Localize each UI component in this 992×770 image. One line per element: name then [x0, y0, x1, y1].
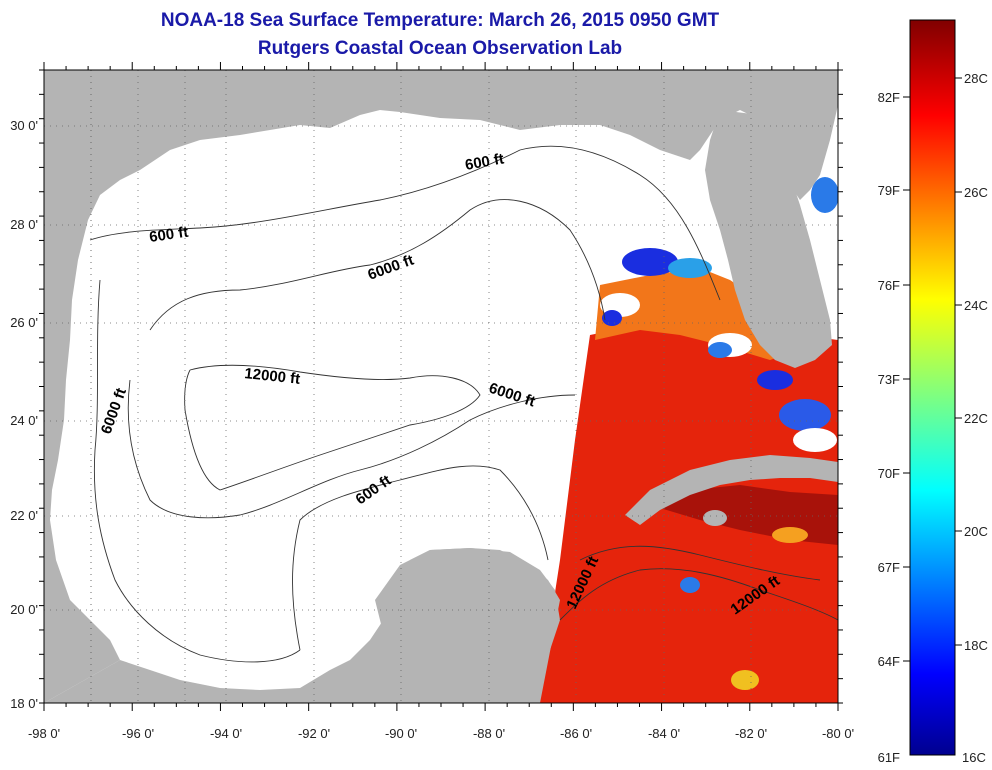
- latitude-labels: 18 0' 20 0' 22 0' 24 0' 26 0' 28 0' 30 0…: [10, 118, 38, 711]
- lon-tick-label: -86 0': [560, 726, 592, 741]
- lon-tick-label: -82 0': [735, 726, 767, 741]
- map-title: NOAA-18 Sea Surface Temperature: March 2…: [160, 10, 720, 31]
- graticule: [44, 70, 838, 703]
- lat-tick-label: 18 0': [10, 696, 38, 711]
- longitude-labels: -98 0' -96 0' -94 0' -92 0' -90 0' -88 0…: [28, 726, 854, 741]
- lon-tick-label: -80 0': [822, 726, 854, 741]
- lon-tick-label: -90 0': [385, 726, 417, 741]
- lat-tick-label: 28 0': [10, 217, 38, 232]
- lon-tick-label: -88 0': [473, 726, 505, 741]
- lat-tick-label: 24 0': [10, 413, 38, 428]
- frame-ticks: [39, 62, 843, 711]
- bathymetry-contours: [89, 145, 838, 663]
- lon-tick-label: -96 0': [122, 726, 154, 741]
- map-subtitle: Rutgers Coastal Ocean Observation Lab: [257, 38, 623, 59]
- contour-label: 12000 ft: [244, 365, 301, 388]
- lat-tick-label: 20 0': [10, 602, 38, 617]
- lon-tick-label: -92 0': [298, 726, 330, 741]
- contour-label: 600 ft: [148, 224, 189, 246]
- lon-tick-label: -98 0': [28, 726, 60, 741]
- sst-orange-band: [595, 268, 800, 360]
- lat-tick-label: 30 0': [10, 118, 38, 133]
- cloud-speckles: [600, 177, 838, 690]
- contour-label: 600 ft: [464, 150, 506, 174]
- lon-tick-label: -84 0': [648, 726, 680, 741]
- land: [44, 70, 838, 703]
- lat-tick-label: 22 0': [10, 508, 38, 523]
- lat-tick-label: 26 0': [10, 315, 38, 330]
- lon-tick-label: -94 0': [210, 726, 242, 741]
